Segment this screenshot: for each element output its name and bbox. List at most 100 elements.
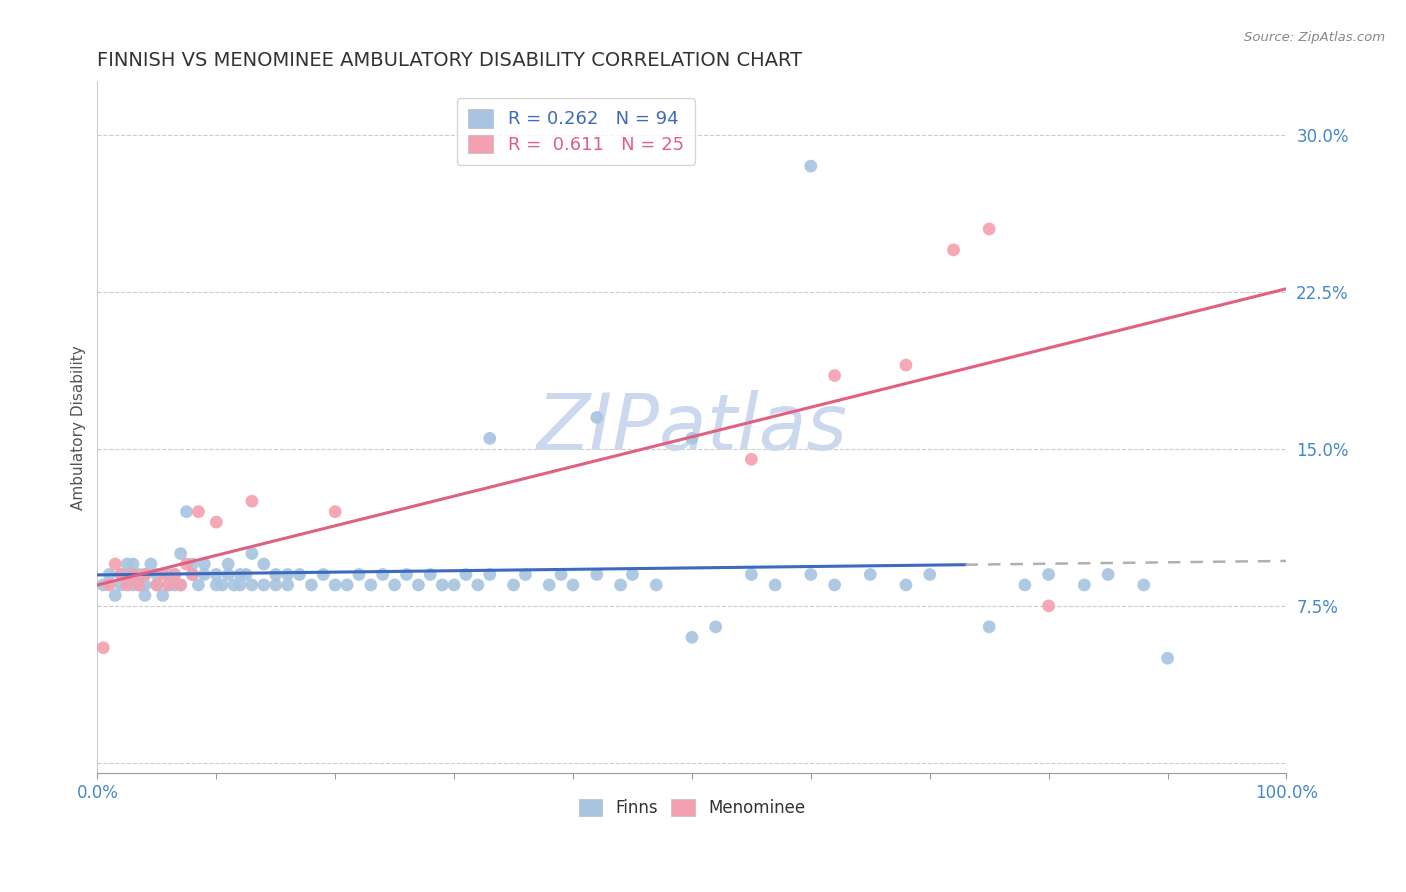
Point: [134, 567, 156, 582]
Point: [538, 578, 561, 592]
Point: [146, 578, 169, 592]
Point: [800, 159, 823, 173]
Point: [336, 578, 359, 592]
Point: [122, 578, 145, 592]
Point: [371, 567, 394, 582]
Point: [264, 567, 287, 582]
Point: [169, 578, 191, 592]
Point: [384, 578, 406, 592]
Legend: Finns, Menominee: Finns, Menominee: [572, 792, 811, 824]
Point: [157, 578, 180, 592]
Point: [193, 557, 215, 571]
Point: [918, 567, 941, 582]
Point: [740, 567, 762, 582]
Point: [645, 578, 668, 592]
Point: [478, 431, 501, 445]
Point: [609, 578, 631, 592]
Point: [859, 567, 882, 582]
Point: [128, 578, 150, 592]
Point: [1097, 567, 1119, 582]
Point: [98, 567, 121, 582]
Point: [253, 578, 276, 592]
Point: [235, 567, 257, 582]
Point: [176, 505, 198, 519]
Point: [277, 578, 299, 592]
Point: [134, 578, 156, 592]
Point: [360, 578, 382, 592]
Point: [181, 567, 204, 582]
Point: [163, 567, 186, 582]
Point: [181, 557, 204, 571]
Point: [157, 578, 180, 592]
Point: [181, 567, 204, 582]
Point: [134, 567, 156, 582]
Point: [1038, 567, 1060, 582]
Point: [515, 567, 537, 582]
Point: [443, 578, 465, 592]
Point: [763, 578, 786, 592]
Point: [224, 578, 246, 592]
Point: [621, 567, 644, 582]
Point: [704, 620, 727, 634]
Point: [205, 567, 228, 582]
Point: [979, 620, 1001, 634]
Point: [454, 567, 477, 582]
Point: [217, 557, 239, 571]
Point: [176, 557, 198, 571]
Point: [1156, 651, 1178, 665]
Point: [91, 640, 114, 655]
Point: [432, 578, 454, 592]
Point: [115, 567, 138, 582]
Point: [139, 557, 162, 571]
Point: [98, 578, 121, 592]
Point: [115, 557, 138, 571]
Point: [408, 578, 430, 592]
Point: [562, 578, 585, 592]
Point: [187, 505, 209, 519]
Point: [104, 589, 127, 603]
Point: [229, 567, 252, 582]
Point: [229, 578, 252, 592]
Point: [110, 578, 132, 592]
Point: [467, 578, 489, 592]
Point: [122, 567, 145, 582]
Point: [110, 567, 132, 582]
Point: [193, 567, 215, 582]
Point: [169, 578, 191, 592]
Point: [134, 589, 156, 603]
Point: [1014, 578, 1036, 592]
Point: [217, 567, 239, 582]
Point: [1132, 578, 1154, 592]
Point: [110, 567, 132, 582]
Point: [979, 222, 1001, 236]
Point: [128, 578, 150, 592]
Point: [478, 567, 501, 582]
Point: [323, 505, 346, 519]
Point: [146, 567, 169, 582]
Point: [419, 567, 441, 582]
Point: [122, 567, 145, 582]
Point: [824, 368, 846, 383]
Point: [942, 243, 965, 257]
Point: [240, 578, 263, 592]
Point: [681, 431, 703, 445]
Point: [800, 567, 823, 582]
Y-axis label: Ambulatory Disability: Ambulatory Disability: [72, 345, 86, 510]
Point: [824, 578, 846, 592]
Point: [187, 578, 209, 592]
Point: [299, 578, 322, 592]
Point: [1038, 599, 1060, 613]
Point: [288, 567, 311, 582]
Point: [894, 358, 917, 372]
Point: [205, 578, 228, 592]
Point: [169, 547, 191, 561]
Point: [152, 589, 174, 603]
Point: [163, 578, 186, 592]
Point: [681, 630, 703, 644]
Point: [91, 578, 114, 592]
Point: [1073, 578, 1095, 592]
Point: [122, 557, 145, 571]
Text: Source: ZipAtlas.com: Source: ZipAtlas.com: [1244, 31, 1385, 45]
Point: [104, 557, 127, 571]
Point: [585, 567, 607, 582]
